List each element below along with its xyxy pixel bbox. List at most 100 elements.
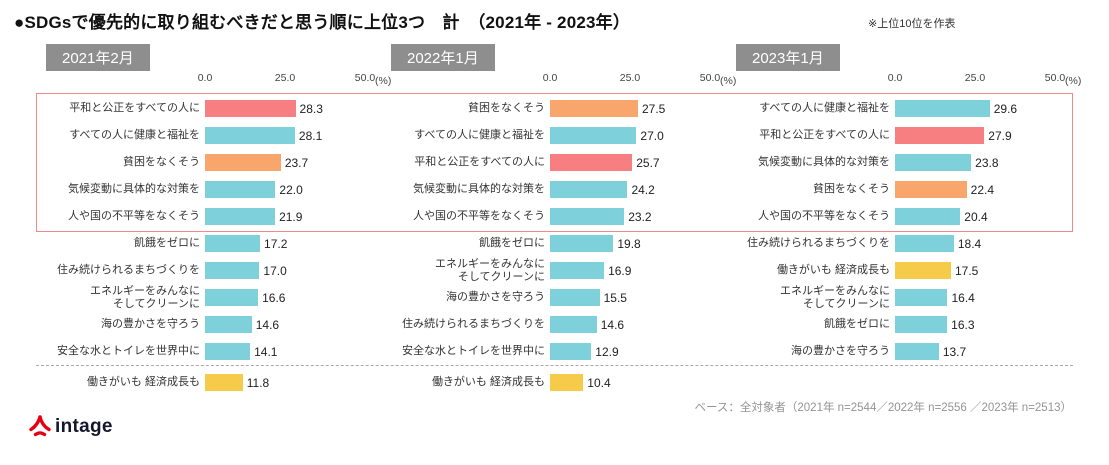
value-bar: [205, 316, 252, 333]
category-label: 人や国の不平等をなくそう: [413, 210, 545, 223]
value-bar: [895, 100, 990, 117]
value-bar: [550, 262, 605, 279]
category-label: 貧困をなくそう: [468, 102, 545, 115]
value-label: 28.3: [299, 101, 323, 116]
bar-track: 17.5: [895, 257, 1103, 284]
bar-row: 貧困をなくそう 22.4: [728, 176, 1103, 203]
axis-tick: 25.0: [274, 72, 296, 84]
value-bar: [895, 154, 972, 171]
value-label: 14.1: [254, 344, 278, 359]
bar-track: 23.2: [550, 203, 758, 230]
category-label: 住み続けられるまちづくりを: [402, 318, 545, 331]
bar-row: すべての人に健康と福祉を 27.0: [383, 122, 758, 149]
bar-track: 16.3: [895, 311, 1103, 338]
bar-row: 住み続けられるまちづくりを 14.6: [383, 311, 758, 338]
value-label: 28.1: [298, 128, 323, 143]
category-label: エネルギーをみんなに そしてクリーンに: [90, 284, 200, 310]
bar-rows: 貧困をなくそう 27.5 すべての人に健康と福祉を 27.0 平和と公正をすべての人に 2…: [383, 95, 758, 396]
value-label: 16.6: [262, 290, 286, 305]
category-label: 人や国の不平等をなくそう: [758, 210, 890, 223]
axis-unit: (%): [720, 75, 737, 87]
category-label: 安全な水とトイレを世界中に: [402, 345, 545, 358]
axis-tick: 50.0: [354, 72, 376, 84]
value-label: 27.0: [640, 128, 664, 143]
period-label: 2022年1月: [391, 44, 495, 71]
axis-ticks: 0.0 25.0 50.0 (%): [383, 72, 758, 87]
category-label: 飢餓をゼロに: [134, 237, 200, 250]
bar-row: 飢餓をゼロに 19.8: [383, 230, 758, 257]
intage-logo: intage: [28, 414, 113, 438]
category-label: エネルギーをみんなに そしてクリーンに: [435, 257, 545, 283]
bar-track: 14.6: [550, 311, 758, 338]
axis-tick: 25.0: [619, 72, 641, 84]
value-label: 18.4: [957, 236, 982, 251]
category-label: 飢餓をゼロに: [479, 237, 545, 250]
value-bar: [205, 235, 261, 252]
value-label: 20.4: [964, 209, 988, 224]
value-bar: [550, 316, 597, 333]
bar-row: 住み続けられるまちづくりを 17.0: [38, 257, 413, 284]
bar-track: 21.9: [205, 203, 413, 230]
bar-track: 19.8: [550, 230, 758, 257]
bar-rows: 平和と公正をすべての人に 28.3 すべての人に健康と福祉を 28.1 貧困をなくそう 2…: [38, 95, 413, 396]
axis-tick: 50.0: [1044, 72, 1066, 84]
bar-track: 27.0: [550, 122, 758, 149]
bar-row: 人や国の不平等をなくそう 23.2: [383, 203, 758, 230]
bar-track: 28.1: [205, 122, 413, 149]
bar-row: 気候変動に具体的な対策を 23.8: [728, 149, 1103, 176]
bar-track: 28.3: [205, 95, 413, 122]
category-label: 気候変動に具体的な対策を: [758, 156, 890, 169]
value-label: 27.9: [988, 128, 1012, 143]
bar-rows: すべての人に健康と福祉を 29.6 平和と公正をすべての人に 27.9 気候変動に具体的…: [728, 95, 1103, 365]
value-bar: [205, 374, 243, 391]
value-bar: [205, 181, 276, 198]
value-label: 29.6: [993, 101, 1018, 116]
bar-track: 20.4: [895, 203, 1103, 230]
bar-track: 13.7: [895, 338, 1103, 365]
bar-row: 働きがいも 経済成長も 10.4: [383, 369, 758, 396]
value-bar: [550, 235, 614, 252]
bar-row: すべての人に健康と福祉を 28.1: [38, 122, 413, 149]
value-label: 11.8: [246, 375, 270, 390]
bar-row: エネルギーをみんなに そしてクリーンに 16.4: [728, 284, 1103, 311]
value-bar: [550, 374, 584, 391]
axis-tick: 0.0: [887, 72, 903, 84]
category-label: 気候変動に具体的な対策を: [413, 183, 545, 196]
value-label: 22.0: [279, 182, 303, 197]
category-label: エネルギーをみんなに そしてクリーンに: [780, 284, 890, 310]
bar-row: 安全な水とトイレを世界中に 12.9: [383, 338, 758, 365]
category-label: 海の豊かさを守ろう: [101, 318, 200, 331]
category-label: 海の豊かさを守ろう: [791, 345, 890, 358]
bar-track: 16.4: [895, 284, 1103, 311]
category-label: 平和と公正をすべての人に: [414, 156, 545, 169]
value-bar: [895, 208, 961, 225]
value-bar: [205, 154, 281, 171]
value-bar: [550, 181, 628, 198]
value-bar: [550, 343, 592, 360]
value-bar: [895, 262, 951, 279]
bar-track: 25.7: [550, 149, 758, 176]
bar-track: 22.0: [205, 176, 413, 203]
bar-row: 海の豊かさを守ろう 13.7: [728, 338, 1103, 365]
value-bar: [550, 208, 625, 225]
value-bar: [895, 316, 948, 333]
axis-ticks: 0.0 25.0 50.0 (%): [38, 72, 413, 87]
bar-track: 10.4: [550, 369, 758, 396]
bar-row: 働きがいも 経済成長も 11.8: [38, 369, 413, 396]
axis-unit: (%): [1065, 75, 1082, 87]
value-bar: [205, 100, 296, 117]
value-label: 16.3: [951, 317, 975, 332]
axis-tick: 50.0: [699, 72, 721, 84]
value-label: 24.2: [631, 182, 655, 197]
category-label: すべての人に健康と福祉を: [69, 129, 200, 142]
bar-row: すべての人に健康と福祉を 29.6: [728, 95, 1103, 122]
axis-ticks: 0.0 25.0 50.0 (%): [728, 72, 1103, 87]
value-label: 23.2: [628, 209, 652, 224]
value-label: 15.5: [603, 290, 627, 305]
page-title: ●SDGsで優先的に取り組むべきだと思う順に上位3つ 計 （2021年 - 20…: [14, 13, 631, 32]
bar-track: 17.2: [205, 230, 413, 257]
bar-row: 人や国の不平等をなくそう 21.9: [38, 203, 413, 230]
value-label: 17.5: [955, 263, 979, 278]
value-bar: [205, 262, 260, 279]
category-label: 海の豊かさを守ろう: [446, 291, 545, 304]
